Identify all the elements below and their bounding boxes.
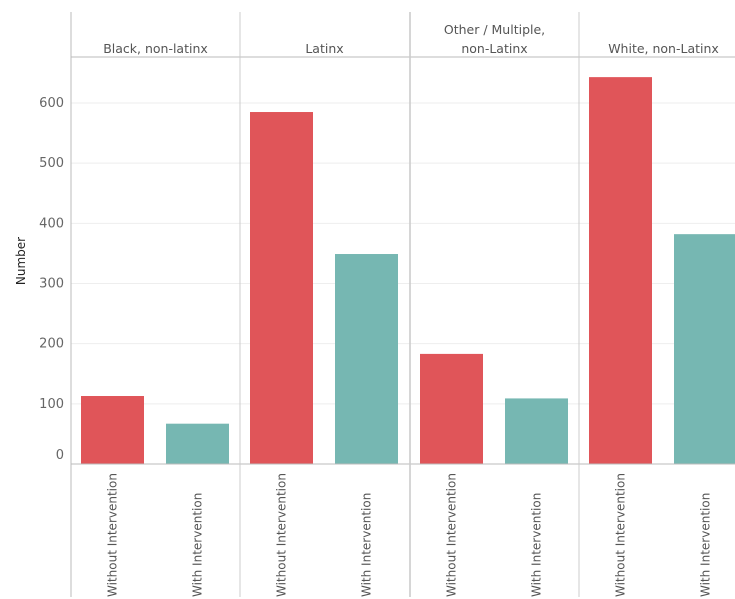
x-category-label: With Intervention (699, 493, 713, 597)
y-tick-label: 400 (39, 216, 64, 231)
group-header-label: White, non-Latinx (608, 41, 719, 56)
group-header-label: Other / Multiple, (444, 22, 545, 37)
y-tick-label: 100 (39, 397, 64, 412)
x-category-label: Without Intervention (106, 473, 120, 597)
y-axis-ticks: 0 100 200 300 400 500 600 (39, 96, 64, 463)
group-header-label: Black, non-latinx (103, 41, 208, 56)
y-tick-label: 600 (39, 96, 64, 111)
bar-with-intervention (335, 254, 398, 464)
x-category-label: With Intervention (191, 493, 205, 597)
y-tick-label: 200 (39, 337, 64, 352)
bars (81, 77, 735, 465)
x-axis-category-labels: Without Intervention With Intervention Wit… (106, 473, 713, 597)
x-category-label: Without Intervention (445, 473, 459, 597)
group-header-label: non-Latinx (461, 41, 527, 56)
y-axis-label: Number (14, 237, 28, 285)
group-header-label: Latinx (305, 41, 343, 56)
x-category-label: With Intervention (530, 493, 544, 597)
bar-without-intervention (589, 77, 652, 465)
bar-without-intervention (250, 112, 313, 465)
x-category-label: Without Intervention (275, 473, 289, 597)
y-tick-label: 300 (39, 277, 64, 292)
bar-with-intervention (505, 398, 568, 464)
y-tick-label: 500 (39, 156, 64, 171)
x-category-label: With Intervention (360, 493, 374, 597)
y-tick-label: 0 (56, 448, 64, 463)
bar-with-intervention (166, 423, 229, 464)
bar-with-intervention (674, 234, 735, 464)
bar-without-intervention (81, 396, 144, 464)
x-category-label: Without Intervention (614, 473, 628, 597)
frame-lines (70, 12, 735, 597)
bar-without-intervention (420, 353, 483, 464)
group-headers: Black, non-latinx Latinx Other / Multiple,… (103, 22, 719, 56)
